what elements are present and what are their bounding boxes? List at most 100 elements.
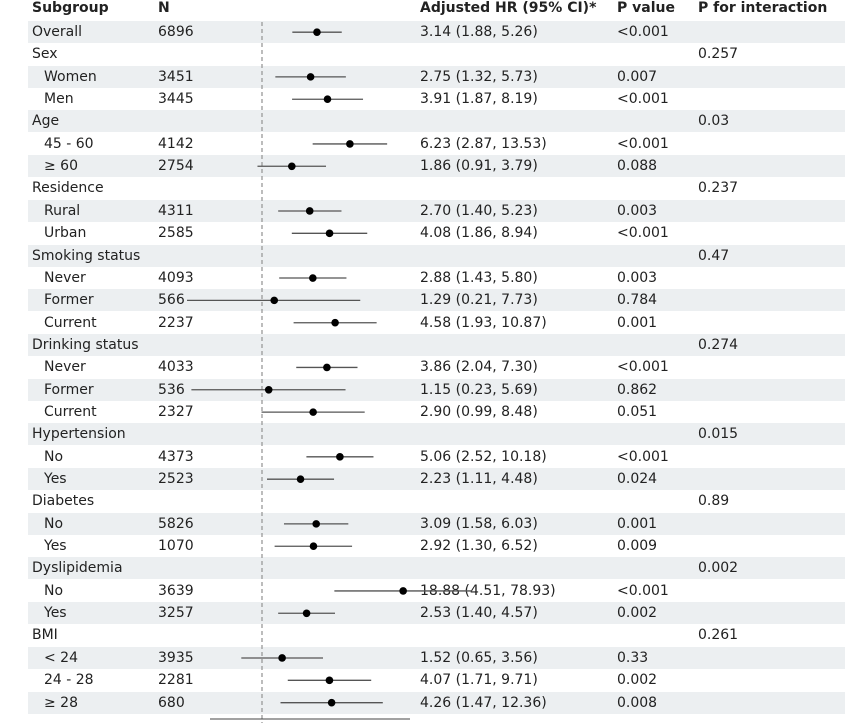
hr-ci-text: 1.52 (0.65, 3.56) bbox=[420, 649, 538, 666]
header-n: N bbox=[158, 0, 170, 16]
table-row: No 4373 5.06 (2.52, 10.18) <0.001 bbox=[28, 446, 845, 468]
hr-ci-text: 2.23 (1.11, 4.48) bbox=[420, 471, 538, 487]
subgroup-label: Age bbox=[32, 113, 60, 130]
hr-point bbox=[296, 475, 305, 483]
hr-ci-text: 4.58 (1.93, 10.87) bbox=[420, 314, 547, 331]
p-interaction: 0.015 bbox=[698, 426, 739, 443]
group-header-row: Drinking status 0.274 bbox=[28, 333, 845, 356]
hr-ci-text: 18.88 (4.51, 78.93) bbox=[420, 582, 556, 599]
p-value: 0.088 bbox=[617, 158, 658, 175]
p-interaction: 0.002 bbox=[698, 560, 739, 577]
hr-ci-text: 5.06 (2.52, 10.18) bbox=[420, 448, 547, 465]
subgroup-label: Urban bbox=[44, 225, 87, 242]
p-value: 0.002 bbox=[617, 672, 658, 689]
n-value: 3639 bbox=[158, 582, 194, 599]
hr-point bbox=[323, 363, 331, 372]
table-row: Women 3451 2.75 (1.32, 5.73) 0.007 bbox=[28, 65, 845, 88]
hr-ci-text: 1.29 (0.21, 7.73) bbox=[420, 292, 538, 309]
hr-point bbox=[309, 408, 317, 416]
hr-ci-text: 3.09 (1.58, 6.03) bbox=[420, 515, 538, 532]
header-hr: Adjusted HR (95% CI)* bbox=[420, 0, 597, 16]
n-value: 566 bbox=[158, 292, 185, 309]
subgroup-label: Hypertension bbox=[32, 426, 126, 443]
subgroup-label: Drinking status bbox=[32, 336, 139, 353]
subgroup-label: < 24 bbox=[44, 649, 78, 666]
hr-point bbox=[309, 542, 318, 551]
hr-ci-text: 2.90 (0.99, 8.48) bbox=[420, 403, 538, 420]
subgroup-label: Women bbox=[44, 68, 97, 85]
p-value: 0.024 bbox=[617, 471, 658, 487]
p-value: <0.001 bbox=[617, 225, 669, 242]
group-header-row: Hypertension 0.015 bbox=[28, 423, 845, 446]
n-value: 2585 bbox=[158, 225, 194, 242]
subgroup-label: Smoking status bbox=[32, 247, 141, 264]
subgroup-label: Yes bbox=[44, 471, 67, 487]
p-value: 0.001 bbox=[617, 515, 658, 532]
hr-point bbox=[313, 28, 321, 36]
subgroup-label: Residence bbox=[32, 180, 104, 197]
n-value: 2523 bbox=[158, 471, 194, 487]
header-p-value: P value bbox=[617, 0, 675, 16]
n-value: 4311 bbox=[158, 202, 194, 219]
hr-point bbox=[336, 453, 344, 461]
hr-point bbox=[264, 385, 273, 394]
p-value: 0.862 bbox=[617, 381, 658, 398]
hr-point bbox=[309, 274, 317, 282]
p-value: 0.008 bbox=[617, 694, 658, 711]
p-interaction: 0.237 bbox=[698, 180, 739, 197]
hr-point bbox=[306, 73, 315, 81]
subgroup-label: Dyslipidemia bbox=[32, 560, 123, 577]
subgroup-label: Sex bbox=[32, 46, 58, 63]
subgroup-label: Overall bbox=[32, 24, 83, 40]
p-interaction: 0.03 bbox=[698, 113, 730, 130]
p-value: <0.001 bbox=[617, 91, 669, 108]
header-p-interaction: P for interaction bbox=[698, 0, 828, 16]
hr-point bbox=[327, 698, 336, 707]
hr-point bbox=[305, 207, 314, 215]
group-header-row: Residence 0.237 bbox=[28, 177, 845, 199]
hr-ci-text: 4.26 (1.47, 12.36) bbox=[420, 694, 547, 711]
hr-point bbox=[325, 676, 334, 685]
n-value: 680 bbox=[158, 694, 185, 711]
table-row: Men 3445 3.91 (1.87, 8.19) <0.001 bbox=[28, 88, 845, 110]
hr-point bbox=[399, 587, 407, 595]
p-interaction: 0.257 bbox=[698, 46, 739, 63]
table-row: 24 - 28 2281 4.07 (1.71, 9.71) 0.002 bbox=[28, 669, 845, 691]
table-row: Yes 1070 2.92 (1.30, 6.52) 0.009 bbox=[28, 535, 845, 557]
subgroup-label: 45 - 60 bbox=[44, 135, 94, 152]
p-value: 0.001 bbox=[617, 314, 658, 331]
subgroup-label: BMI bbox=[32, 627, 58, 644]
hr-ci-text: 3.14 (1.88, 5.26) bbox=[420, 24, 538, 40]
p-interaction: 0.47 bbox=[698, 247, 730, 264]
p-value: <0.001 bbox=[617, 448, 669, 465]
hr-point bbox=[270, 296, 279, 305]
table-row: Never 4033 3.86 (2.04, 7.30) <0.001 bbox=[28, 356, 845, 378]
hr-ci-text: 3.86 (2.04, 7.30) bbox=[420, 359, 538, 376]
table-row: Former 536 1.15 (0.23, 5.69) 0.862 bbox=[28, 378, 845, 401]
group-header-row: Age 0.03 bbox=[28, 110, 845, 133]
table-row: No 3639 18.88 (4.51, 78.93) <0.001 bbox=[28, 580, 845, 602]
hr-ci-text: 2.75 (1.32, 5.73) bbox=[420, 68, 538, 85]
subgroup-label: Former bbox=[44, 292, 94, 309]
subgroup-label: Diabetes bbox=[32, 493, 95, 510]
hr-point bbox=[302, 609, 311, 618]
table-row: No 5826 3.09 (1.58, 6.03) 0.001 bbox=[28, 512, 845, 535]
group-header-row: BMI 0.261 bbox=[28, 624, 845, 646]
hr-ci-text: 2.92 (1.30, 6.52) bbox=[420, 538, 538, 555]
subgroup-label: ≥ 28 bbox=[44, 694, 78, 711]
group-header-row: Sex 0.257 bbox=[28, 43, 845, 65]
p-value: 0.009 bbox=[617, 538, 658, 555]
n-value: 536 bbox=[158, 381, 185, 398]
hr-point bbox=[325, 229, 334, 238]
table-row: 45 - 60 4142 6.23 (2.87, 13.53) <0.001 bbox=[28, 133, 845, 155]
subgroup-label: Yes bbox=[44, 605, 67, 622]
subgroup-label: Rural bbox=[44, 202, 81, 219]
table-row: Current 2327 2.90 (0.99, 8.48) 0.051 bbox=[28, 401, 845, 423]
hr-ci-text: 6.23 (2.87, 13.53) bbox=[420, 135, 547, 152]
subgroup-label: Former bbox=[44, 381, 94, 398]
subgroup-label: Current bbox=[44, 403, 97, 420]
group-header-row: Diabetes 0.89 bbox=[28, 490, 845, 512]
n-value: 4093 bbox=[158, 269, 194, 286]
table-row: Yes 2523 2.23 (1.11, 4.48) 0.024 bbox=[28, 468, 845, 490]
subgroup-label: Never bbox=[44, 359, 86, 376]
